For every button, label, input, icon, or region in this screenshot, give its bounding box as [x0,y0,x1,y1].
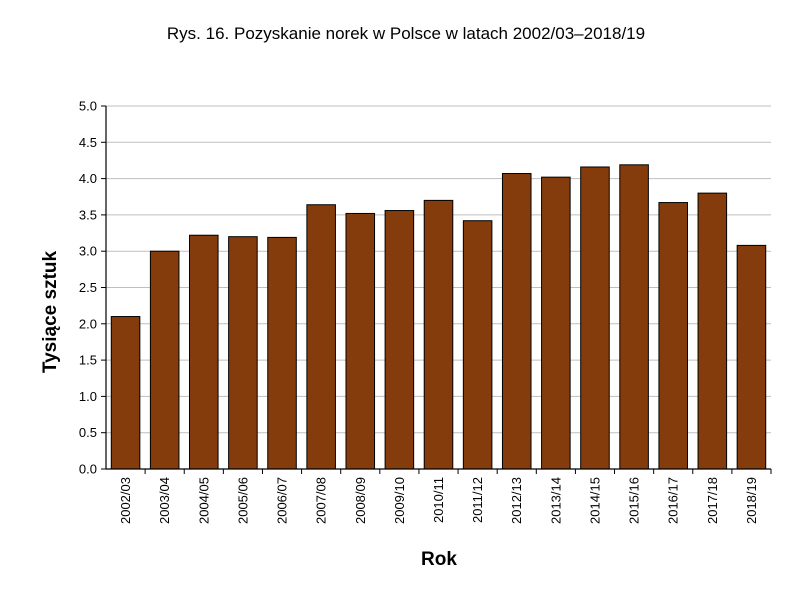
x-tick-label: 2006/07 [275,477,290,524]
bar [267,236,297,470]
bar [619,164,649,470]
bar [697,192,728,470]
bar [501,173,532,470]
x-tick-label: 2017/18 [705,477,720,524]
y-tick-label: 3.0 [79,244,97,259]
y-tick-label: 3.5 [79,207,97,222]
bar [228,236,258,470]
bar [110,316,141,470]
x-tick-label: 2014/15 [587,477,602,524]
x-tick-label: 2011/12 [470,477,485,523]
chart-title: Rys. 16. Pozyskanie norek w Polsce w lat… [166,24,646,43]
axes [101,105,772,474]
bar [658,202,688,470]
bar [736,244,767,470]
x-tick-label: 2015/16 [627,477,642,524]
bar [345,212,376,470]
x-tick-label: 2004/05 [196,477,211,524]
y-axis-title: Tysiące sztuk [40,250,61,373]
bar [306,204,336,470]
x-tick-label: 2002/03 [118,477,133,524]
y-tick-label: 2.0 [79,316,97,331]
y-tick-label: 1.0 [79,389,97,404]
y-tick-label: 1.5 [79,353,97,368]
bar [541,176,571,470]
bar [384,210,415,470]
bar [149,250,180,470]
y-tick-label: 0.0 [79,462,97,477]
x-tick-label: 2013/14 [548,477,563,524]
x-tick-label: 2007/08 [314,477,329,524]
bars [110,164,767,470]
x-tick-label: 2008/09 [353,477,368,524]
y-tick-label: 4.0 [79,171,97,186]
bar [462,220,493,470]
y-tick-labels: 0.0 0.5 1.0 1.5 2.0 2.5 3.0 3.5 4.0 4.5 5.0 [79,99,97,477]
x-tick-label: 2010/11 [431,477,446,523]
x-tick-labels: 2002/03 2003/04 2004/05 2005/06 2006/07 2007/… [118,477,759,524]
x-tick-label: 2005/06 [235,477,250,524]
x-tick-label: 2012/13 [509,477,524,524]
y-tick-label: 4.5 [79,135,97,150]
x-tick-label: 2003/04 [157,477,172,524]
x-tick-label: 2018/19 [744,477,759,524]
bar [189,234,219,470]
y-tick-label: 0.5 [79,425,97,440]
y-tick-label: 2.5 [79,280,97,295]
x-tick-label: 2009/10 [392,477,407,524]
x-axis-title: Rok [421,549,457,570]
bar [423,199,454,470]
y-tick-label: 5.0 [79,99,97,114]
bar [580,166,610,470]
x-tick-label: 2016/17 [666,477,681,524]
